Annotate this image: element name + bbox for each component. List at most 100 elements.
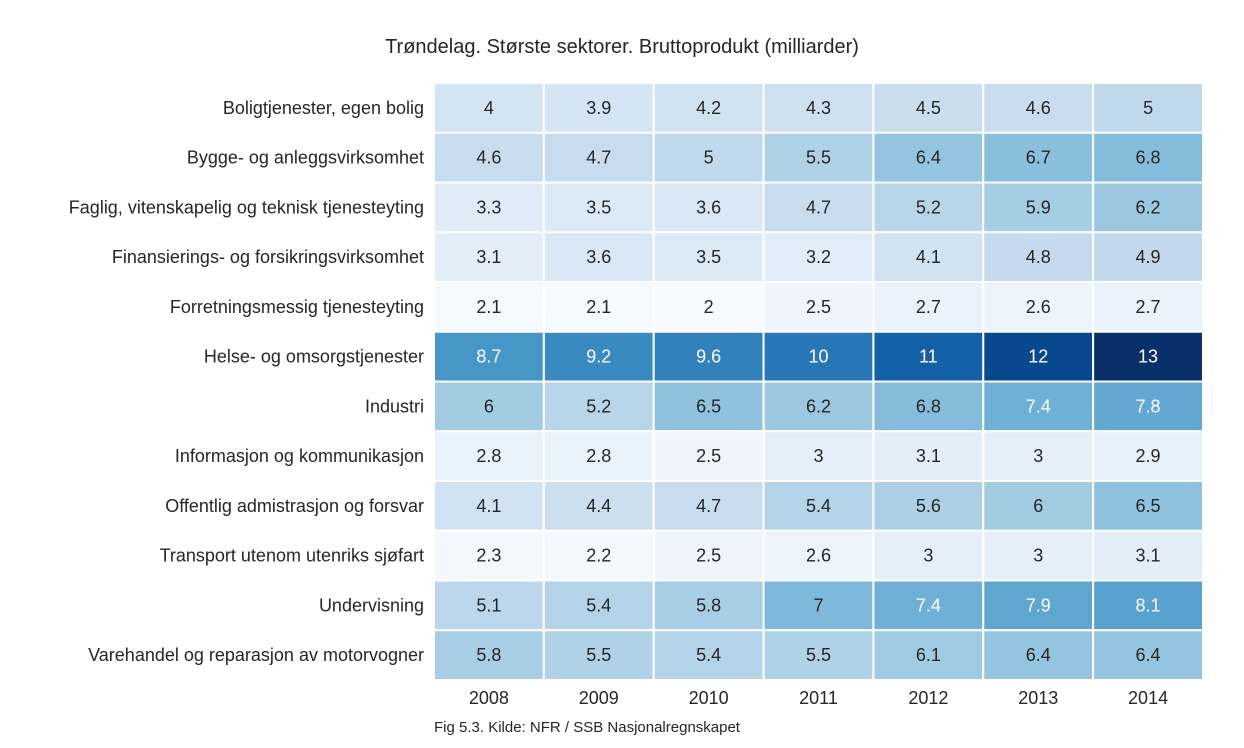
heatmap-cell bbox=[982, 82, 1095, 134]
heatmap-cell bbox=[982, 380, 1095, 433]
cell-value-label: 3 bbox=[1033, 446, 1043, 466]
cell-value-label: 3.5 bbox=[696, 247, 721, 267]
column-label: 2009 bbox=[579, 688, 619, 708]
heatmap-cell bbox=[433, 430, 545, 482]
cell-value-label: 3 bbox=[1033, 546, 1043, 566]
row-label: Varehandel og reparasjon av motorvogner bbox=[88, 645, 424, 665]
heatmap-cell bbox=[1092, 330, 1204, 383]
heatmap-cell bbox=[982, 330, 1095, 383]
row-label: Industri bbox=[365, 396, 424, 416]
heatmap-cell bbox=[1092, 82, 1204, 134]
heatmap-cell bbox=[1092, 579, 1204, 632]
heatmap-cell bbox=[872, 181, 985, 234]
cell-value-label: 4.1 bbox=[916, 247, 941, 267]
cell-value-label: 2.5 bbox=[696, 446, 721, 466]
cell-value-label: 4 bbox=[484, 98, 494, 118]
cell-value-label: 6.5 bbox=[696, 396, 721, 416]
cell-value-label: 7.4 bbox=[916, 595, 941, 615]
cell-value-label: 6.8 bbox=[1136, 148, 1161, 168]
cell-value-label: 5.6 bbox=[916, 496, 941, 516]
cell-value-label: 2.6 bbox=[806, 546, 831, 566]
heatmap-cell bbox=[542, 131, 655, 184]
cell-value-label: 6.2 bbox=[806, 396, 831, 416]
cell-value-label: 3.2 bbox=[806, 247, 831, 267]
row-label: Undervisning bbox=[319, 595, 424, 615]
heatmap-cell bbox=[652, 579, 765, 632]
cell-value-label: 5.2 bbox=[916, 197, 941, 217]
heatmap-cell bbox=[982, 131, 1095, 184]
heatmap-cell bbox=[762, 529, 875, 582]
heatmap-cell bbox=[982, 281, 1095, 333]
cell-value-label: 3 bbox=[923, 546, 933, 566]
heatmap-cell bbox=[433, 380, 545, 433]
cell-value-label: 2.6 bbox=[1026, 297, 1051, 317]
cell-value-label: 7 bbox=[813, 595, 823, 615]
cell-value-label: 4.9 bbox=[1136, 247, 1161, 267]
heatmap-cell bbox=[652, 330, 765, 383]
heatmap-cell bbox=[982, 529, 1095, 582]
row-label: Transport utenom utenriks sjøfart bbox=[160, 546, 424, 566]
cell-value-label: 5 bbox=[1143, 98, 1153, 118]
heatmap-cell bbox=[652, 281, 765, 333]
heatmap-cell bbox=[1092, 131, 1204, 184]
cell-value-label: 6.2 bbox=[1136, 197, 1161, 217]
heatmap-cell bbox=[1092, 380, 1204, 433]
cell-value-label: 5.4 bbox=[696, 645, 721, 665]
heatmap-cell bbox=[872, 430, 985, 482]
column-label: 2010 bbox=[689, 688, 729, 708]
cell-value-label: 3 bbox=[813, 446, 823, 466]
cell-value-label: 5.9 bbox=[1026, 197, 1051, 217]
heatmap-cell bbox=[433, 281, 545, 333]
cell-value-label: 3.6 bbox=[696, 197, 721, 217]
cell-value-label: 2 bbox=[704, 297, 714, 317]
cell-value-label: 5.5 bbox=[586, 645, 611, 665]
cell-value-label: 12 bbox=[1028, 347, 1048, 367]
cell-value-label: 6.1 bbox=[916, 645, 941, 665]
heatmap-cell bbox=[1092, 480, 1204, 532]
column-label: 2008 bbox=[469, 688, 509, 708]
row-label: Bygge- og anleggsvirksomhet bbox=[187, 148, 424, 168]
heatmap-cell bbox=[762, 380, 875, 433]
cell-value-label: 8.7 bbox=[476, 347, 501, 367]
cell-value-label: 5.4 bbox=[586, 595, 611, 615]
heatmap-cell bbox=[982, 629, 1095, 681]
column-label: 2011 bbox=[799, 688, 838, 708]
column-label: 2012 bbox=[908, 688, 948, 708]
chart-title: Trøndelag. Største sektorer. Bruttoprodu… bbox=[385, 36, 859, 58]
cell-value-label: 2.3 bbox=[476, 546, 501, 566]
heatmap-cell bbox=[762, 330, 875, 383]
cell-value-label: 9.2 bbox=[586, 347, 611, 367]
cell-value-label: 3.5 bbox=[586, 197, 611, 217]
row-label: Forretningsmessig tjenesteyting bbox=[170, 297, 424, 317]
row-label: Faglig, vitenskapelig og teknisk tjenest… bbox=[69, 197, 424, 217]
cell-value-label: 5.8 bbox=[696, 595, 721, 615]
row-label: Finansierings- og forsikringsvirksomhet bbox=[112, 247, 424, 267]
cell-value-label: 4.7 bbox=[586, 148, 611, 168]
cell-value-label: 6.8 bbox=[916, 396, 941, 416]
cell-value-label: 4.3 bbox=[806, 98, 831, 118]
cell-value-label: 6.4 bbox=[1026, 645, 1051, 665]
cell-value-label: 2.9 bbox=[1136, 446, 1161, 466]
cell-value-label: 3.6 bbox=[586, 247, 611, 267]
cell-value-label: 6 bbox=[484, 396, 494, 416]
cell-value-label: 2.7 bbox=[916, 297, 941, 317]
cell-value-label: 2.5 bbox=[696, 546, 721, 566]
heatmap-cell bbox=[542, 330, 655, 383]
heatmap-cell bbox=[433, 131, 545, 184]
figure-caption: Fig 5.3. Kilde: NFR / SSB Nasjonalregnsk… bbox=[434, 719, 740, 736]
cell-value-label: 8.1 bbox=[1136, 595, 1161, 615]
column-label: 2014 bbox=[1128, 688, 1168, 708]
cell-value-label: 5.2 bbox=[586, 396, 611, 416]
cell-value-label: 6.5 bbox=[1136, 496, 1161, 516]
heatmap-cell bbox=[652, 629, 765, 681]
cell-value-label: 7.9 bbox=[1026, 595, 1051, 615]
row-label: Informasjon og kommunikasjon bbox=[175, 446, 424, 466]
heatmap-cell bbox=[762, 430, 875, 482]
cell-value-label: 6.4 bbox=[1136, 645, 1161, 665]
cell-value-label: 10 bbox=[808, 347, 828, 367]
cell-value-label: 7.8 bbox=[1136, 396, 1161, 416]
cell-value-label: 4.2 bbox=[696, 98, 721, 118]
heatmap-cell bbox=[1092, 430, 1204, 482]
heatmap-cell bbox=[652, 480, 765, 532]
